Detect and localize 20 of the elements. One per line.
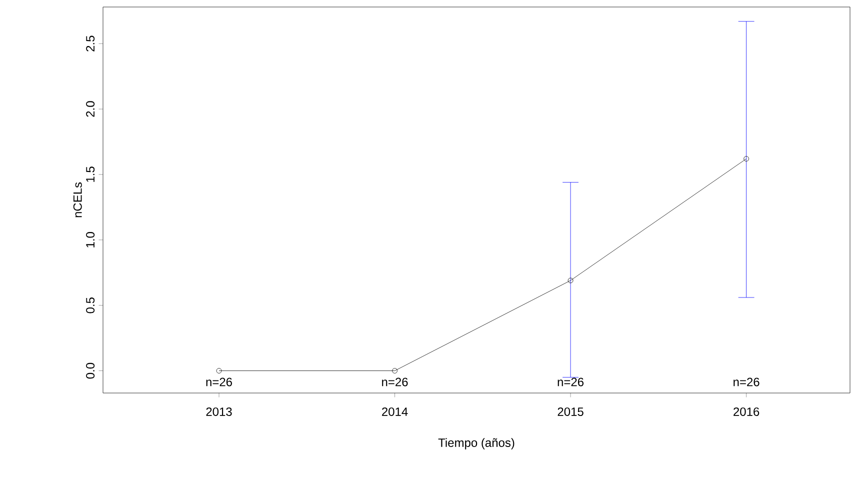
point — [216, 368, 222, 374]
y-axis-title: nCELs — [73, 182, 82, 218]
x-tick-label: 2016 — [734, 407, 760, 416]
point — [744, 156, 749, 162]
x-tick-label: 2014 — [382, 407, 408, 416]
y-tick-label: 0.0 — [86, 362, 95, 379]
annotation: n=26 — [206, 378, 232, 386]
annotation: n=26 — [734, 378, 760, 386]
y-tick-label: 0.5 — [86, 297, 95, 314]
point — [392, 368, 398, 374]
point — [568, 278, 574, 284]
x-tick-label: 2015 — [558, 407, 584, 416]
annotation: n=26 — [558, 378, 584, 386]
y-tick-label: 2.0 — [86, 101, 95, 117]
annotation: n=26 — [382, 378, 408, 386]
y-tick-label: 1.5 — [86, 166, 95, 182]
y-tick-label: 2.5 — [86, 36, 95, 52]
y-tick-label: 1.0 — [86, 232, 95, 248]
x-axis-title: Tiempo (años) — [438, 438, 514, 450]
x-tick-label: 2013 — [206, 407, 232, 416]
